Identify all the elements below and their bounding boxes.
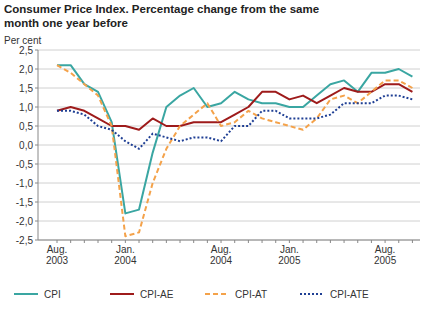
x-tick bbox=[385, 240, 386, 243]
legend-label: CPI bbox=[44, 289, 61, 300]
x-tick bbox=[371, 240, 372, 243]
x-tick-label-line: 2003 bbox=[46, 255, 69, 266]
grid-line bbox=[38, 240, 420, 241]
y-tick-label: 2,0 bbox=[19, 64, 33, 75]
series-line bbox=[57, 96, 412, 149]
x-tick bbox=[234, 240, 235, 243]
x-tick bbox=[262, 240, 263, 243]
y-tick-label: 1,5 bbox=[19, 83, 33, 94]
y-tick-label: -1,5 bbox=[16, 197, 34, 208]
x-tick bbox=[57, 240, 58, 243]
plot-area bbox=[57, 65, 412, 236]
x-tick bbox=[398, 240, 399, 243]
grid-line bbox=[38, 221, 420, 222]
x-tick-label-line: Jan. bbox=[280, 244, 299, 255]
x-tick-label: Aug.2005 bbox=[374, 244, 397, 266]
chart-svg: Per cent-2,5-2,0-1,5-1,0-0,50,00,51,01,5… bbox=[0, 0, 426, 315]
x-tick bbox=[275, 240, 276, 243]
x-tick bbox=[166, 240, 167, 243]
x-tick-label-line: 2004 bbox=[210, 255, 233, 266]
legend-swatch bbox=[14, 293, 38, 295]
x-axis bbox=[38, 240, 420, 241]
legend-label: CPI-AT bbox=[235, 289, 267, 300]
x-tick-label-line: 2005 bbox=[278, 255, 301, 266]
grid-line bbox=[38, 126, 420, 127]
grid-line bbox=[38, 88, 420, 89]
x-tick bbox=[330, 240, 331, 243]
grid-line bbox=[38, 183, 420, 184]
series-line bbox=[57, 65, 412, 236]
x-tick-label-line: 2004 bbox=[114, 255, 137, 266]
x-tick bbox=[303, 240, 304, 243]
grid-line bbox=[38, 69, 420, 70]
x-tick bbox=[344, 240, 345, 243]
grid-line bbox=[38, 164, 420, 165]
x-tick-label-line: Aug. bbox=[375, 244, 396, 255]
y-axis bbox=[38, 50, 39, 240]
x-tick bbox=[193, 240, 194, 243]
y-tick-label: 1,0 bbox=[19, 102, 33, 113]
x-tick bbox=[412, 240, 413, 243]
x-tick bbox=[152, 240, 153, 243]
x-tick bbox=[111, 240, 112, 243]
title: Consumer Price Index. Percentage change … bbox=[4, 2, 334, 30]
x-tick bbox=[207, 240, 208, 243]
x-tick bbox=[139, 240, 140, 243]
x-tick bbox=[357, 240, 358, 243]
x-tick bbox=[248, 240, 249, 243]
x-tick-label: Jan.2005 bbox=[278, 244, 301, 266]
x-tick bbox=[84, 240, 85, 243]
y-tick-label: -2,0 bbox=[16, 216, 34, 227]
legend-swatch bbox=[110, 293, 134, 295]
chart: Consumer Price Index. Percentage change … bbox=[0, 0, 426, 315]
x-tick-label-line: Aug. bbox=[47, 244, 68, 255]
series-line bbox=[57, 65, 412, 213]
y-tick-label: -0,5 bbox=[16, 159, 34, 170]
y-tick-label: -1,0 bbox=[16, 178, 34, 189]
x-tick bbox=[180, 240, 181, 243]
x-tick-label-line: 2005 bbox=[374, 255, 397, 266]
y-tick-label: 0,5 bbox=[19, 121, 33, 132]
y-tick-label: -2,5 bbox=[16, 235, 34, 246]
x-tick bbox=[289, 240, 290, 243]
x-tick-label-line: Jan. bbox=[116, 244, 135, 255]
y-tick-label: 2,5 bbox=[19, 45, 33, 56]
grid-line bbox=[38, 50, 420, 51]
grid-line bbox=[38, 107, 420, 108]
y-tick-label: 0,0 bbox=[19, 140, 33, 151]
grid-line bbox=[38, 145, 420, 146]
x-tick bbox=[98, 240, 99, 243]
legend-swatch bbox=[300, 293, 324, 295]
legend-swatch bbox=[205, 293, 229, 295]
x-tick bbox=[316, 240, 317, 243]
legend-label: CPI-ATE bbox=[330, 289, 369, 300]
x-tick-label: Jan.2004 bbox=[114, 244, 137, 266]
x-tick bbox=[70, 240, 71, 243]
x-tick bbox=[125, 240, 126, 243]
x-tick bbox=[221, 240, 222, 243]
legend-label: CPI-AE bbox=[140, 289, 174, 300]
x-tick-label: Aug.2004 bbox=[210, 244, 233, 266]
grid-line bbox=[38, 202, 420, 203]
x-tick-label-line: Aug. bbox=[211, 244, 232, 255]
x-tick-label: Aug.2003 bbox=[46, 244, 69, 266]
